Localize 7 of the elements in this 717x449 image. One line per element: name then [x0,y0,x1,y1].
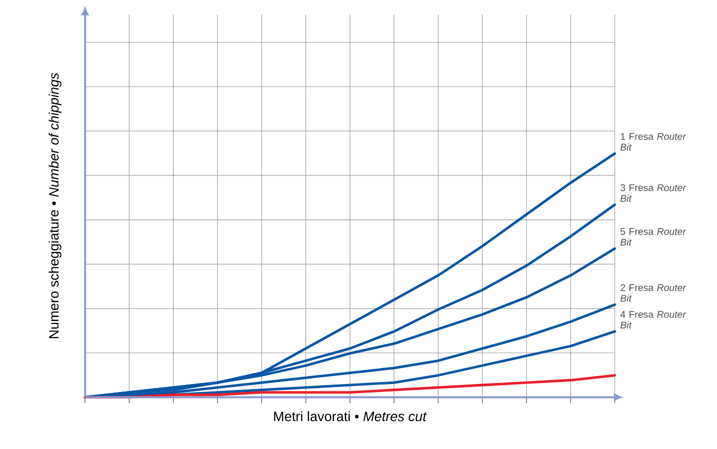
text: 3 Fresa Router Bit [620,184,686,202]
text: 4 Fresa Router Bit [620,311,686,329]
text: 5 Fresa Router Bit [620,228,686,246]
y-axis-title: Numero scheggiature • Number of chippings [48,72,62,338]
x-axis-title: Metri lavorati • Metres cut [274,411,427,422]
text: 1 Fresa Router Bit [620,133,686,151]
text: 2 Fresa Router Bit [620,284,686,302]
